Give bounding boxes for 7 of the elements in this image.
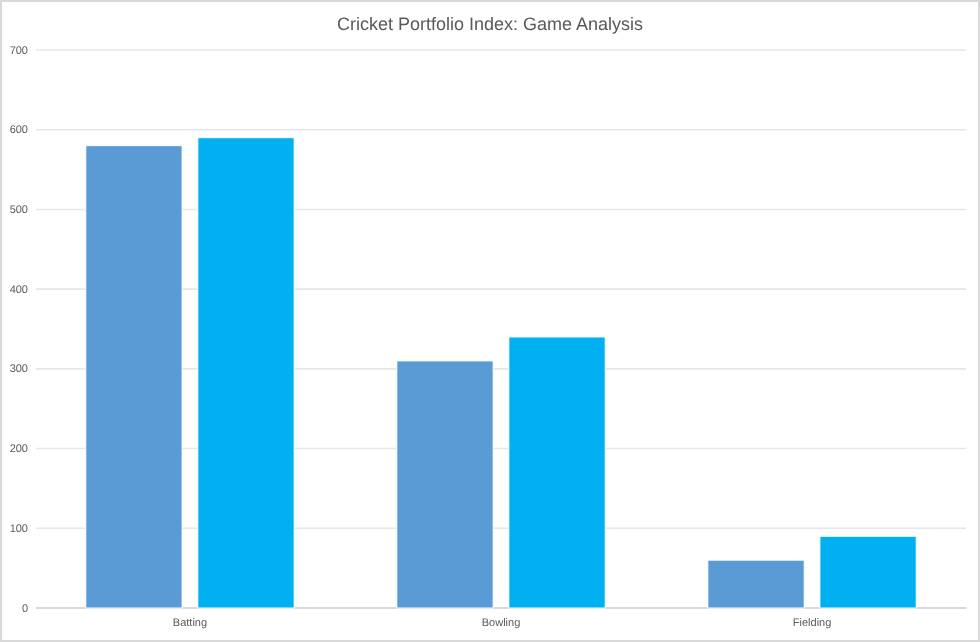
bar: [707, 559, 805, 609]
bar: [508, 336, 606, 609]
bar: [396, 360, 494, 609]
chart-title: Cricket Portfolio Index: Game Analysis: [336, 14, 645, 34]
bar: [197, 137, 295, 609]
bar: [819, 535, 917, 609]
bar: [85, 145, 183, 609]
